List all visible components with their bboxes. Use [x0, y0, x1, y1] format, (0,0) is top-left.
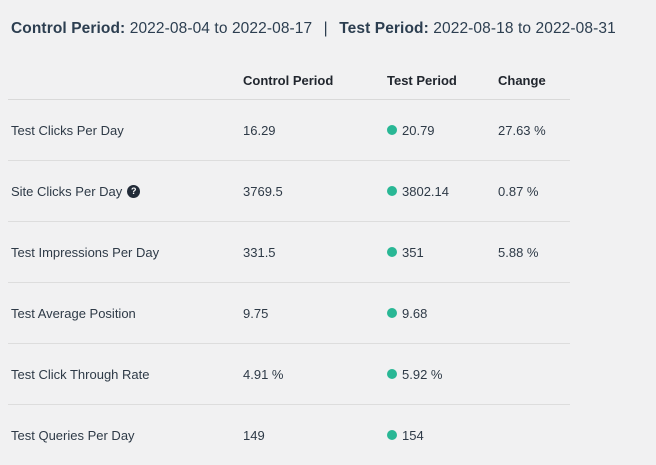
- header-test-period: Test Period: [387, 73, 457, 88]
- test-value: 20.79: [402, 122, 435, 138]
- test-value: 351: [402, 244, 424, 260]
- control-value: 16.29: [243, 122, 276, 138]
- test-value: 5.92 %: [402, 366, 443, 382]
- table-row: Test Click Through Rate 4.91 % 5.92 %: [8, 344, 570, 405]
- table-row: Test Impressions Per Day 331.5 351 5.88 …: [8, 222, 570, 283]
- header-control-period: Control Period: [243, 73, 334, 88]
- control-period-label: Control Period:: [11, 20, 126, 37]
- control-period-range: 2022-08-04 to 2022-08-17: [129, 20, 313, 37]
- table-row: Site Clicks Per Day ? 3769.5 3802.14 0.8…: [8, 161, 570, 222]
- table-row: Test Queries Per Day 149 154: [8, 405, 570, 465]
- test-dot-icon: [387, 308, 397, 318]
- control-value: 4.91 %: [243, 366, 284, 382]
- test-period-range: 2022-08-18 to 2022-08-31: [433, 20, 616, 37]
- test-dot-icon: [387, 369, 397, 379]
- change-value: 5.88 %: [498, 244, 539, 260]
- metric-label: Test Queries Per Day: [11, 427, 135, 443]
- control-value: 149: [243, 427, 265, 443]
- table-row: Test Average Position 9.75 9.68: [8, 283, 570, 344]
- metrics-table: Control Period Test Period Change Test C…: [8, 62, 570, 465]
- change-value: 27.63 %: [498, 122, 546, 138]
- test-value: 9.68: [402, 305, 428, 321]
- change-value: 0.87 %: [498, 183, 539, 199]
- help-circle-icon[interactable]: ?: [127, 184, 141, 198]
- table-header-row: Control Period Test Period Change: [8, 62, 570, 100]
- control-value: 9.75: [243, 305, 269, 321]
- header-change: Change: [498, 73, 546, 88]
- test-dot-icon: [387, 247, 397, 257]
- metric-label: Test Click Through Rate: [11, 366, 150, 382]
- metric-label: Test Impressions Per Day: [11, 244, 160, 260]
- control-value: 3769.5: [243, 183, 283, 199]
- test-dot-icon: [387, 430, 397, 440]
- period-header: Control Period: 2022-08-04 to 2022-08-17…: [11, 20, 646, 38]
- period-separator: |: [323, 20, 328, 37]
- metric-label: Site Clicks Per Day: [11, 183, 123, 199]
- metric-label: Test Clicks Per Day: [11, 122, 124, 138]
- test-period-label: Test Period:: [339, 20, 429, 37]
- control-value: 331.5: [243, 244, 276, 260]
- table-row: Test Clicks Per Day 16.29 20.79 27.63 %: [8, 100, 570, 161]
- metric-label: Test Average Position: [11, 305, 136, 321]
- test-dot-icon: [387, 125, 397, 135]
- test-value: 3802.14: [402, 183, 449, 199]
- test-value: 154: [402, 427, 424, 443]
- test-dot-icon: [387, 186, 397, 196]
